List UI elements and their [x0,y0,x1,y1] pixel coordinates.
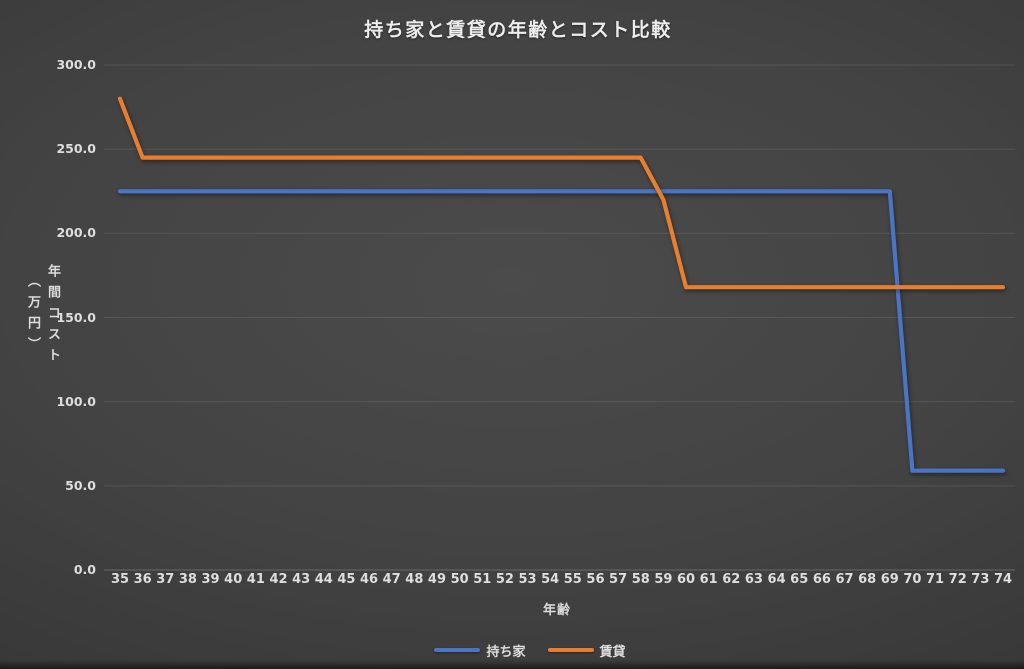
x-tick-label: 62 [722,572,741,587]
x-tick-label: 73 [971,572,990,587]
chart-title: 持ち家と賃貸の年齢とコスト比較 [364,19,672,41]
x-tick-label: 57 [609,572,628,587]
x-tick-label: 45 [337,572,356,587]
legend-item-owned-home: 持ち家 [434,641,526,660]
y-tick-label: 300.0 [56,57,96,72]
legend-item-rent: 賃貸 [547,641,626,660]
x-tick-label: 48 [405,572,424,587]
y-tick-label: 150.0 [56,309,96,325]
x-tick-label: 53 [518,572,537,587]
x-tick-label: 66 [812,572,831,587]
y-tick-label: 0.0 [73,562,96,577]
x-tick-label: 58 [631,572,650,587]
x-tick-label: 70 [903,572,922,587]
x-tick-label: 40 [224,572,243,587]
x-tick-label: 64 [767,572,786,587]
x-tick-label: 50 [450,572,469,587]
y-tick-label: 200.0 [56,225,96,241]
legend-label: 賃貸 [599,644,626,660]
x-tick-label: 37 [156,572,175,587]
x-tick-label: 41 [246,572,265,587]
y-tick-label: 250.0 [56,141,96,157]
legend-line-swatch [434,647,481,653]
x-tick-label: 55 [563,572,582,587]
x-tick-label: 56 [586,572,605,587]
x-tick-label: 63 [744,572,763,587]
x-tick-label: 36 [133,572,152,587]
x-tick-label: 69 [880,572,899,587]
y-axis-title-line1: 年間コスト [45,263,60,369]
legend-label: 持ち家 [486,644,526,660]
x-tick-label: 67 [835,572,854,587]
x-tick-label: 65 [790,572,809,587]
x-tick-label: 51 [473,572,492,587]
series-line-rent [117,96,1006,290]
legend: 持ち家 賃貸 [18,641,1024,660]
x-tick-label: 54 [541,572,560,587]
x-tick-label: 46 [360,572,379,587]
x-tick-label: 71 [926,572,945,587]
series-line-owned-home [117,189,1006,473]
y-tick-label: 50.0 [65,477,96,493]
x-tick-label: 68 [858,572,877,587]
y-tick-label: 100.0 [56,393,96,409]
x-tick-label: 61 [699,572,718,587]
x-axis-title: 年齢 [542,603,571,618]
x-tick-label: 52 [495,572,514,587]
x-tick-label: 59 [654,572,673,587]
x-tick-label: 35 [110,572,130,587]
x-tick-label: 72 [948,572,967,587]
x-tick-label: 38 [178,572,197,587]
x-tick-label: 74 [993,572,1013,587]
y-axis-title-line2: （万円） [25,274,40,358]
y-axis-title: 年間コスト （万円） [16,260,62,372]
x-tick-label: 44 [314,572,333,587]
x-tick-label: 47 [382,572,401,587]
x-tick-label: 60 [676,572,696,587]
x-tick-label: 39 [201,572,220,587]
x-tick-label: 43 [292,572,311,587]
legend-line-swatch [547,647,594,653]
x-tick-label: 42 [269,572,288,587]
x-tick-label: 49 [427,572,447,587]
